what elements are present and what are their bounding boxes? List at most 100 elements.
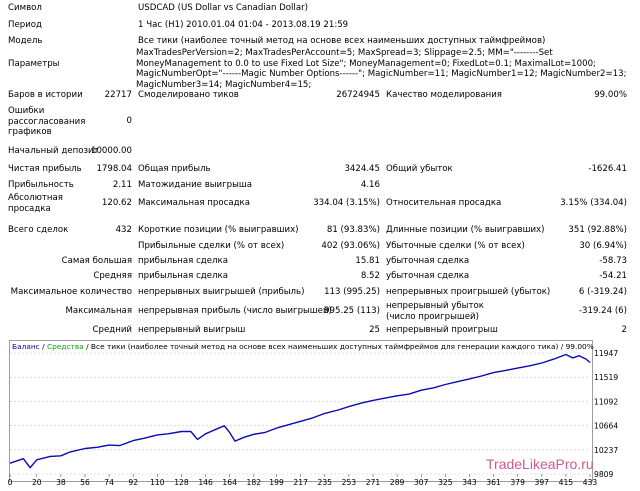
max-count-losses-value: 6 (-319.24) [578, 287, 627, 297]
net-profit-label: Чистая прибыль [8, 164, 82, 174]
y-tick-label: 11519 [594, 373, 618, 382]
x-tick-label: 56 [80, 478, 90, 487]
quality-value: 99.00% [594, 90, 627, 100]
quality-label: Качество моделирования [386, 90, 502, 100]
max-amount-losses-label: непрерывный убыток (число проигрышей) [386, 301, 484, 322]
model-label: Модель [8, 36, 43, 46]
x-tick-label: 271 [366, 478, 381, 487]
net-profit-value: 1798.04 [96, 164, 132, 174]
ticks-label: Смоделировано тиков [138, 90, 239, 100]
gross-profit-label: Общая прибыль [138, 164, 211, 174]
params-value: MaxTradesPerVersion=2; MaxTradesPerAccou… [136, 48, 627, 90]
short-positions-value: 81 (93.83%) [326, 225, 380, 235]
x-tick-label: 415 [559, 478, 574, 487]
x-tick-label: 146 [198, 478, 213, 487]
gross-profit-value: 3424.45 [344, 164, 380, 174]
x-tick-label: 361 [486, 478, 501, 487]
symbol-label: Символ [8, 3, 42, 13]
rel-drawdown-label: Относительная просадка [386, 198, 502, 208]
x-tick-label: 253 [342, 478, 357, 487]
x-tick-label: 289 [390, 478, 405, 487]
x-tick-label: 235 [318, 478, 333, 487]
loss-trades-value: 30 (6.94%) [579, 241, 627, 251]
legend-equity: Средства [46, 342, 84, 351]
abs-drawdown-label: Абсолютная просадка [8, 193, 63, 214]
expected-payoff-label: Матожидание выигрыша [138, 180, 253, 190]
legend-description: / Все тики (наиболее точный метод на осн… [86, 342, 594, 351]
avg-consecutive-wins-label: непрерывный выигрыш [138, 325, 246, 335]
profit-trades-label: Прибыльные сделки (% от всех) [138, 241, 285, 251]
y-tick-label: 9809 [594, 470, 613, 479]
profit-factor-label: Прибыльность [8, 180, 74, 190]
max-drawdown-value: 334.04 (3.15%) [313, 198, 380, 208]
strategy-report: Символ USDCAD (US Dollar vs Canadian Dol… [8, 3, 627, 335]
x-tick-label: 164 [222, 478, 237, 487]
errors-label: Ошибки рассогласования графиков [8, 106, 86, 137]
x-tick-label: 128 [174, 478, 189, 487]
long-positions-label: Длинные позиции (% выигравших) [386, 225, 545, 235]
max-amount-losses-value: -319.24 (6) [578, 306, 627, 316]
x-tick-label: 92 [128, 478, 138, 487]
max-amount-wins-label: непрерывная прибыль (число выигрышей) [138, 306, 332, 316]
profit-trades-value: 402 (93.06%) [321, 241, 380, 251]
y-tick-label: 11092 [594, 397, 618, 406]
x-tick-label: 343 [462, 478, 477, 487]
x-tick-label: 110 [150, 478, 165, 487]
balance-chart-frame [9, 340, 593, 482]
x-tick-label: 38 [56, 478, 66, 487]
x-tick-label: 325 [438, 478, 453, 487]
y-tick-label: 10237 [594, 446, 618, 455]
abs-drawdown-value: 120.62 [101, 198, 132, 208]
expected-payoff-value: 4.16 [360, 180, 380, 190]
max-drawdown-label: Максимальная просадка [138, 198, 250, 208]
balance-series-line [9, 353, 591, 469]
largest-loss-value: -58.73 [599, 256, 627, 266]
average-profit-label: прибыльная сделка [138, 271, 228, 281]
x-tick-label: 199 [269, 478, 284, 487]
deposit-value: 10000.00 [90, 146, 132, 156]
y-tick-label: 11947 [594, 349, 618, 358]
largest-profit-label: прибыльная сделка [138, 256, 228, 266]
gross-loss-value: -1626.41 [588, 164, 627, 174]
avg-consecutive-losses-value: 2 [621, 325, 627, 335]
largest-profit-value: 15.81 [355, 256, 380, 266]
legend-balance: Баланс [12, 342, 40, 351]
x-tick-label: 217 [293, 478, 308, 487]
max-count-losses-label: непрерывных проигрышей (убыток) [386, 287, 551, 297]
y-tick-label: 10664 [594, 422, 618, 431]
params-label: Параметры [8, 59, 60, 69]
x-tick-label: 182 [247, 478, 262, 487]
avg-consecutive-wins-value: 25 [369, 325, 380, 335]
avg-consecutive-losses-label: непрерывный проигрыш [386, 325, 498, 335]
max-count-wins-value: 113 (995.25) [324, 287, 380, 297]
x-tick-label: 0 [8, 478, 13, 487]
short-positions-label: Короткие позиции (% выигравших) [138, 225, 299, 235]
average-label: Средняя [93, 271, 132, 281]
legend-divider: / [42, 342, 45, 351]
x-tick-label: 379 [510, 478, 525, 487]
loss-trades-label: Убыточные сделки (% от всех) [386, 241, 525, 251]
max-amount-label: Максимальная [65, 306, 132, 316]
max-count-wins-label: непрерывных выигрышей (прибыль) [138, 287, 305, 297]
largest-loss-label: убыточная сделка [386, 256, 470, 266]
long-positions-value: 351 (92.88%) [568, 225, 627, 235]
rel-drawdown-value: 3.15% (334.04) [560, 198, 627, 208]
average-loss-label: убыточная сделка [386, 271, 470, 281]
gross-loss-label: Общий убыток [386, 164, 453, 174]
largest-label: Самая большая [61, 256, 132, 266]
deposit-label: Начальный депозит [8, 146, 99, 156]
model-value: Все тики (наиболее точный метод на основ… [138, 36, 546, 46]
max-count-label: Максимальное количество [10, 287, 132, 297]
symbol-value: USDCAD (US Dollar vs Canadian Dollar) [138, 3, 308, 13]
errors-value: 0 [126, 116, 132, 126]
period-value: 1 Час (H1) 2010.01.04 01:04 - 2013.08.19… [138, 20, 349, 30]
x-tick-label: 20 [32, 478, 42, 487]
chart-legend: Баланс / Средства / Все тики (наиболее т… [12, 342, 594, 352]
bars-label: Баров в истории [8, 90, 83, 100]
average-loss-value: -54.21 [599, 271, 627, 281]
watermark: TradeLikeaPro.ru [486, 456, 594, 472]
x-tick-label: 397 [535, 478, 550, 487]
total-trades-value: 432 [115, 225, 132, 235]
period-label: Период [8, 20, 42, 30]
avg-consecutive-label: Средний [92, 325, 132, 335]
